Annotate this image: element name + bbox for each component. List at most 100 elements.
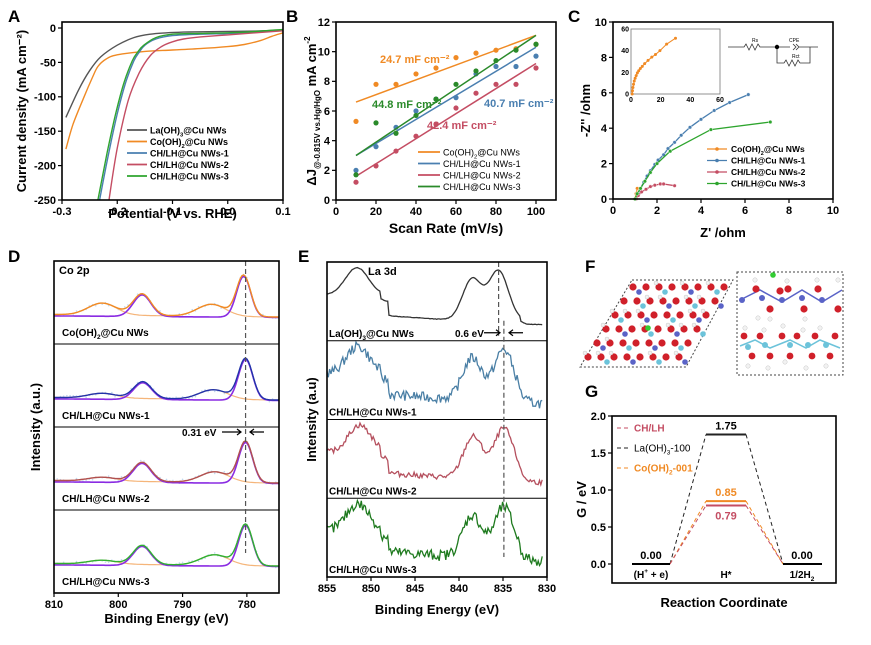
hydrogen-atom [767, 316, 773, 322]
panel-b-x-tick-label: 0 [333, 206, 339, 218]
metal-atom [636, 289, 642, 295]
series-line-ch-lh-cu-nws-2 [108, 30, 283, 200]
inset-y-tick-label: 40 [621, 48, 629, 55]
panel-g-y-tick-label: 1.5 [591, 448, 606, 460]
state-label: 1/2H2​ [790, 570, 815, 583]
oxygen-atom [711, 297, 719, 305]
panel-b-cdl-chart: 0 20 40 60 80 100 0 2 4 6 8 10 12 Scan Rate (mV/s) ΔJ@… [303, 17, 557, 236]
legend-marker [715, 147, 719, 151]
xps-spectrum-la-oh-cu-nws [326, 266, 543, 326]
co-atom [787, 342, 793, 348]
inset-y-tick-label: 20 [621, 70, 629, 77]
slope-annotation: 40.7 mF cm⁻² [484, 98, 554, 110]
panel-a-x-tick-label: -0.3 [53, 206, 72, 218]
slope-annotation: 24.7 mF cm⁻² [380, 54, 450, 66]
panel-e-x-tick-label: 840 [450, 583, 468, 595]
hydrogen-atom [647, 350, 653, 356]
xps-raw-data-point [130, 387, 132, 390]
data-point-ch-lh-cu-nws-3 [433, 96, 439, 102]
inset-data-point [653, 52, 657, 56]
data-point-ch-lh-cu-nws-2 [533, 65, 539, 71]
inset-data-point [637, 69, 641, 73]
inset-x-tick-label: 40 [686, 97, 694, 104]
oxygen-atom [680, 325, 688, 333]
xps-raw-data-point [127, 304, 129, 306]
panel-a-y-tick-label: 0 [50, 23, 56, 35]
hydrogen-atom [644, 294, 650, 300]
hydrogen-atom [673, 350, 679, 356]
xps-envelope-fit [54, 523, 279, 567]
xps-raw-data-point [85, 396, 87, 398]
xps-raw-data-point [120, 476, 123, 478]
value-label-la: 1.75 [715, 421, 736, 433]
panel-d-x-axis-label: Binding Energy (eV) [104, 611, 228, 626]
panel-b-y-axis-label: ΔJ@-0.815V vs.Hg/HgO mA cm-2 [303, 36, 322, 186]
metal-atom [648, 331, 654, 337]
panel-a-x-tick-label: -0.2 [108, 206, 127, 218]
hydrogen-atom [761, 327, 767, 333]
xps-raw-data-point [204, 389, 206, 391]
panel-d-x-tick-label: 800 [109, 599, 127, 611]
inset-data-point [674, 36, 677, 40]
xps-envelope-fit [54, 440, 279, 484]
xps-raw-data-point [213, 390, 216, 393]
data-point-ch-lh-cu-nws-1 [712, 108, 717, 113]
panel-letter-d: D [8, 247, 20, 266]
panel-c-x-tick-label: 10 [827, 205, 839, 217]
side-view-cell [736, 271, 844, 376]
fit-line-co-oh-cu-nws [355, 34, 537, 103]
xps-raw-data-point [85, 562, 87, 564]
metal-atom [626, 345, 632, 351]
panel-c-frame [612, 21, 834, 200]
hydrogen-atom [678, 322, 684, 328]
xps-raw-data-point [223, 470, 226, 473]
panel-c-y-tick-label: 4 [601, 123, 608, 135]
series-line-la-oh-cu-nws [65, 29, 283, 118]
inset-data-point [632, 82, 636, 86]
legend-label: CH/LH@Cu NWs-2 [150, 160, 229, 170]
panel-c-x-tick-label: 6 [742, 205, 748, 217]
data-point-ch-lh-cu-nws-2 [639, 189, 644, 194]
panel-letter-c: C [568, 7, 580, 26]
hydrogen-atom [683, 294, 689, 300]
panel-a-y-tick-label: -100 [34, 92, 56, 104]
circuit-node [774, 44, 780, 50]
panel-c-x-tick-label: 8 [786, 205, 792, 217]
panel-e-x-axis-label: Binding Energy (eV) [375, 602, 499, 617]
xps-sample-label: CH/LH@Cu NWs-2 [62, 494, 150, 505]
fit-line-ch-lh-cu-nws-2 [355, 62, 537, 177]
co-atom [762, 342, 768, 348]
inset-data-point [643, 62, 647, 66]
data-point-ch-lh-cu-nws-1 [746, 92, 751, 97]
panel-a-x-tick-label: 0.1 [275, 206, 290, 218]
xps-raw-data-point [75, 310, 78, 312]
hydrogen-atom [653, 280, 659, 286]
xps-raw-data-point [197, 305, 200, 308]
oxygen-atom [826, 352, 834, 360]
panel-b-y-tick-label: 10 [318, 47, 330, 59]
metal-atom [714, 289, 720, 295]
slope-annotation: 42.4 mF cm⁻² [427, 120, 497, 132]
series-line-ch-lh-cu-nws-3 [97, 28, 283, 200]
data-point-ch-lh-cu-nws-2 [658, 181, 663, 186]
xps-raw-data-point [268, 400, 271, 403]
xps-spectrum-ch-lh-cu-nws-1 [326, 339, 543, 409]
data-point-ch-lh-cu-nws-2 [373, 163, 379, 169]
xps-raw-data-point [197, 560, 200, 562]
panel-letter-b: B [286, 7, 298, 26]
data-point-ch-lh-cu-nws-1 [727, 100, 732, 105]
panel-e-x-tick-label: 855 [318, 583, 336, 595]
connector-ch-lh [669, 505, 784, 565]
data-point-co-oh-cu-nws [433, 65, 439, 71]
xps-raw-data-point [178, 562, 181, 564]
data-point-ch-lh-cu-nws-2 [661, 181, 666, 186]
panel-c-y-tick-label: 10 [595, 17, 607, 29]
oxygen-atom [602, 325, 610, 333]
legend-label: CH/LH@Cu NWs-1 [150, 149, 229, 159]
panel-e-x-tick-label: 850 [362, 583, 380, 595]
metal-atom [700, 331, 706, 337]
oxygen-atom [662, 353, 670, 361]
oxygen-atom [611, 311, 619, 319]
data-point-ch-lh-cu-nws-1 [688, 125, 693, 130]
legend-label: CH/LH@Cu NWs-3 [443, 182, 521, 192]
